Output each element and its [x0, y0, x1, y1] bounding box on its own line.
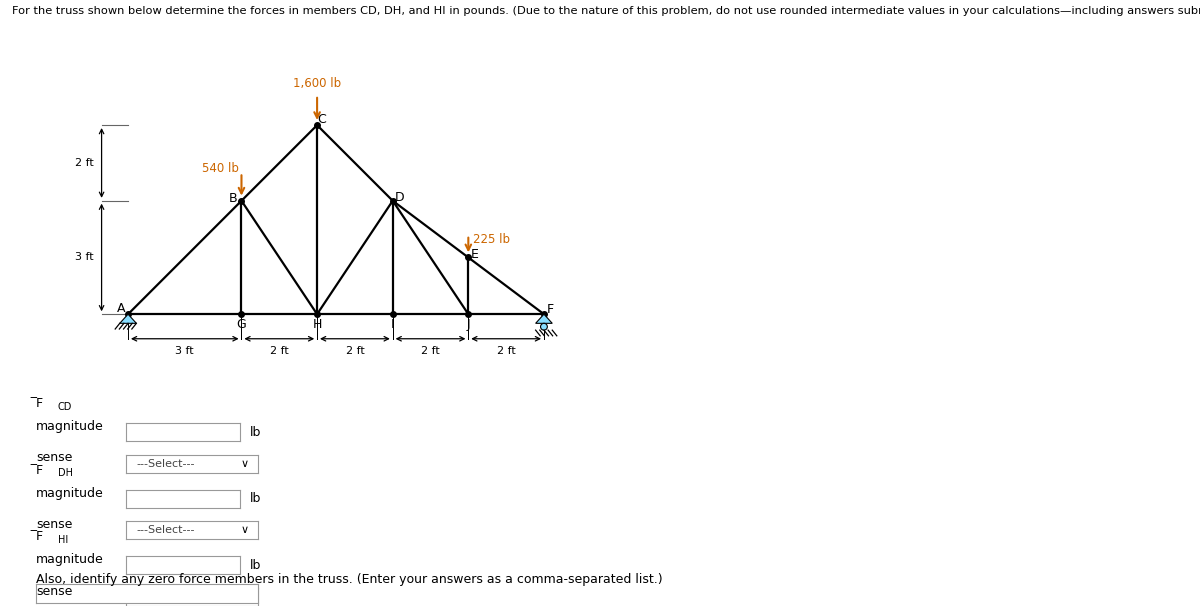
Text: sense: sense	[36, 585, 72, 598]
Text: lb: lb	[250, 559, 260, 572]
Text: ---Select---: ---Select---	[137, 525, 196, 535]
Text: For the truss shown below determine the forces in members CD, DH, and HI in poun: For the truss shown below determine the …	[12, 6, 1200, 16]
Text: Also, identify any zero force members in the truss. (Enter your answers as a com: Also, identify any zero force members in…	[36, 573, 662, 585]
Text: 2 ft: 2 ft	[421, 345, 440, 356]
Text: 3 ft: 3 ft	[76, 253, 94, 262]
Text: 2 ft: 2 ft	[497, 345, 516, 356]
Text: magnitude: magnitude	[36, 487, 103, 499]
Text: magnitude: magnitude	[36, 420, 103, 433]
Text: F: F	[547, 303, 554, 316]
Polygon shape	[120, 314, 137, 324]
Text: ∨: ∨	[241, 592, 248, 602]
Text: lb: lb	[250, 492, 260, 505]
Text: DH: DH	[58, 468, 72, 479]
Text: E: E	[472, 248, 479, 261]
Text: ∨: ∨	[241, 525, 248, 535]
Text: J: J	[467, 318, 470, 331]
Text: 2 ft: 2 ft	[346, 345, 365, 356]
Text: lb: lb	[250, 425, 260, 439]
Text: 540 lb: 540 lb	[203, 162, 239, 175]
Text: D: D	[395, 191, 404, 204]
Text: B: B	[229, 192, 238, 205]
Text: magnitude: magnitude	[36, 553, 103, 566]
Text: ̅F: ̅F	[36, 464, 43, 476]
Text: ̅F: ̅F	[36, 397, 43, 410]
Text: A: A	[116, 302, 126, 315]
Text: 2 ft: 2 ft	[76, 158, 94, 168]
Text: 1,600 lb: 1,600 lb	[293, 77, 341, 90]
Text: ̅F: ̅F	[36, 530, 43, 543]
Circle shape	[540, 324, 547, 330]
Text: ---Select---: ---Select---	[137, 592, 196, 602]
Text: 225 lb: 225 lb	[473, 233, 510, 246]
Text: sense: sense	[36, 518, 72, 531]
Text: 2 ft: 2 ft	[270, 345, 289, 356]
Text: 3 ft: 3 ft	[175, 345, 194, 356]
Text: I: I	[391, 318, 395, 331]
Text: H: H	[312, 318, 322, 331]
Text: ∨: ∨	[241, 459, 248, 468]
Text: HI: HI	[58, 535, 68, 545]
Text: ---Select---: ---Select---	[137, 459, 196, 468]
Text: G: G	[236, 318, 246, 331]
Text: C: C	[317, 113, 326, 126]
Text: CD: CD	[58, 402, 72, 412]
Text: sense: sense	[36, 451, 72, 464]
Polygon shape	[535, 314, 552, 324]
